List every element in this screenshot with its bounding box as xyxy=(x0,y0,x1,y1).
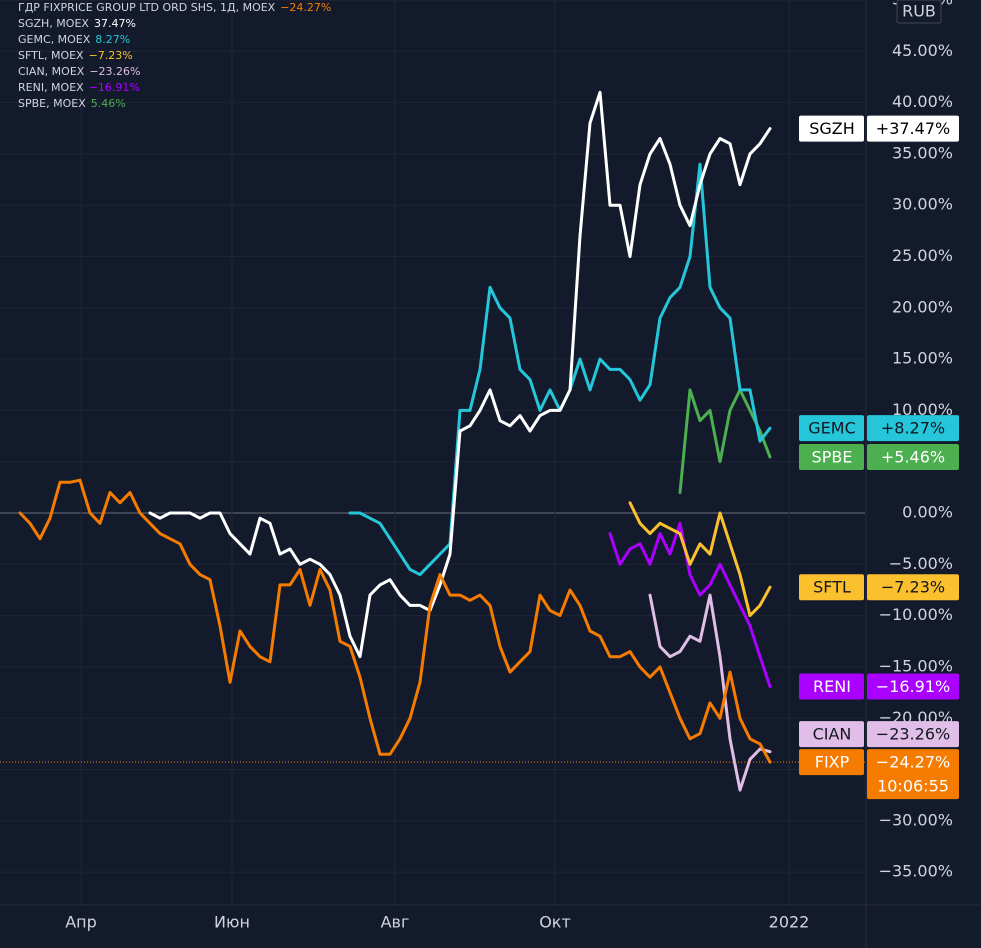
series-name-box xyxy=(799,115,864,142)
legend-value: −7.23% xyxy=(89,49,133,62)
x-tick-label: Авг xyxy=(381,913,410,932)
legend: ГДР FIXPRICE GROUP LTD ORD SHS, 1Д, MOEX… xyxy=(18,1,331,110)
last-value-box xyxy=(867,115,959,142)
plot-area xyxy=(0,90,865,792)
last-value-box xyxy=(867,444,959,471)
series-line xyxy=(628,501,772,618)
series-name-box xyxy=(799,749,864,776)
series-line xyxy=(608,521,772,688)
series-name: SGZH xyxy=(809,119,855,138)
y-tick-label: 10.00% xyxy=(892,400,953,419)
x-tick-label: 2022 xyxy=(769,913,810,932)
last-value-label: +5.46% xyxy=(881,448,945,467)
legend-label: ГДР FIXPRICE GROUP LTD ORD SHS, 1Д, MOEX xyxy=(18,1,276,14)
y-tick-label: −15.00% xyxy=(879,656,953,675)
y-tick-label: 0.00% xyxy=(902,503,953,522)
legend-label: SPBE, MOEX xyxy=(18,97,86,110)
last-value-label: −24.27% xyxy=(876,753,950,772)
last-value-box xyxy=(867,415,959,442)
legend-value: −24.27% xyxy=(280,1,331,14)
last-value-label: −7.23% xyxy=(881,578,945,597)
x-tick-label: Июн xyxy=(214,913,250,932)
series-name: CIAN xyxy=(813,725,852,744)
legend-value: −23.26% xyxy=(89,65,140,78)
series-name: FIXP xyxy=(815,753,850,772)
series-name: SPBE xyxy=(812,448,853,467)
series-name: RENI xyxy=(813,677,851,696)
legend-label: SFTL, MOEX xyxy=(18,49,84,62)
legend-label: GEMC, MOEX xyxy=(18,33,91,46)
x-tick-label: Апр xyxy=(65,913,97,932)
legend-value: −16.91% xyxy=(89,81,140,94)
series-name-box xyxy=(799,444,864,471)
currency[interactable]: RUB xyxy=(902,2,936,21)
series-name-box xyxy=(799,673,864,700)
y-tick-label: 30.00% xyxy=(892,195,953,214)
y-tick-label: −35.00% xyxy=(879,862,953,881)
last-value-box xyxy=(867,574,959,601)
legend-label: SGZH, MOEX xyxy=(18,17,89,30)
legend-label: RENI, MOEX xyxy=(18,81,84,94)
y-tick-label: 25.00% xyxy=(892,246,953,265)
series-line xyxy=(18,478,772,764)
y-tick-label: 15.00% xyxy=(892,349,953,368)
last-value-label: −23.26% xyxy=(876,725,950,744)
series-name: SFTL xyxy=(813,578,851,597)
last-value-label: +8.27% xyxy=(881,419,945,438)
legend-value: 37.47% xyxy=(94,17,136,30)
y-tick-label: −30.00% xyxy=(879,810,953,829)
last-value-box xyxy=(867,721,959,748)
series-name-box xyxy=(799,415,864,442)
y-tick-label: 40.00% xyxy=(892,92,953,111)
last-value-labels: FIXP −24.27% 10:06:55 CIAN −23.26% RENI −16.91… xyxy=(799,115,959,800)
legend-value: 8.27% xyxy=(95,33,130,46)
y-tick-label: 20.00% xyxy=(892,297,953,316)
series-line xyxy=(648,593,772,792)
time-label: 10:06:55 xyxy=(877,777,949,796)
legend-value: 5.46% xyxy=(91,97,126,110)
last-value-box xyxy=(867,673,959,700)
y-tick-label: 35.00% xyxy=(892,143,953,162)
last-value-label: +37.47% xyxy=(876,119,950,138)
y-tick-label: −10.00% xyxy=(879,605,953,624)
series-name-box xyxy=(799,721,864,748)
currency-box[interactable] xyxy=(896,0,942,24)
series-name-box xyxy=(799,574,864,601)
legend-label: CIAN, MOEX xyxy=(18,65,85,78)
series-line xyxy=(148,90,772,659)
last-value-label: −16.91% xyxy=(876,677,950,696)
series-name: GEMC xyxy=(808,419,855,438)
y-tick-label: −5.00% xyxy=(889,554,953,573)
last-value-box xyxy=(867,749,959,800)
x-tick-label: Окт xyxy=(539,913,571,932)
y-tick-label: 45.00% xyxy=(892,41,953,60)
